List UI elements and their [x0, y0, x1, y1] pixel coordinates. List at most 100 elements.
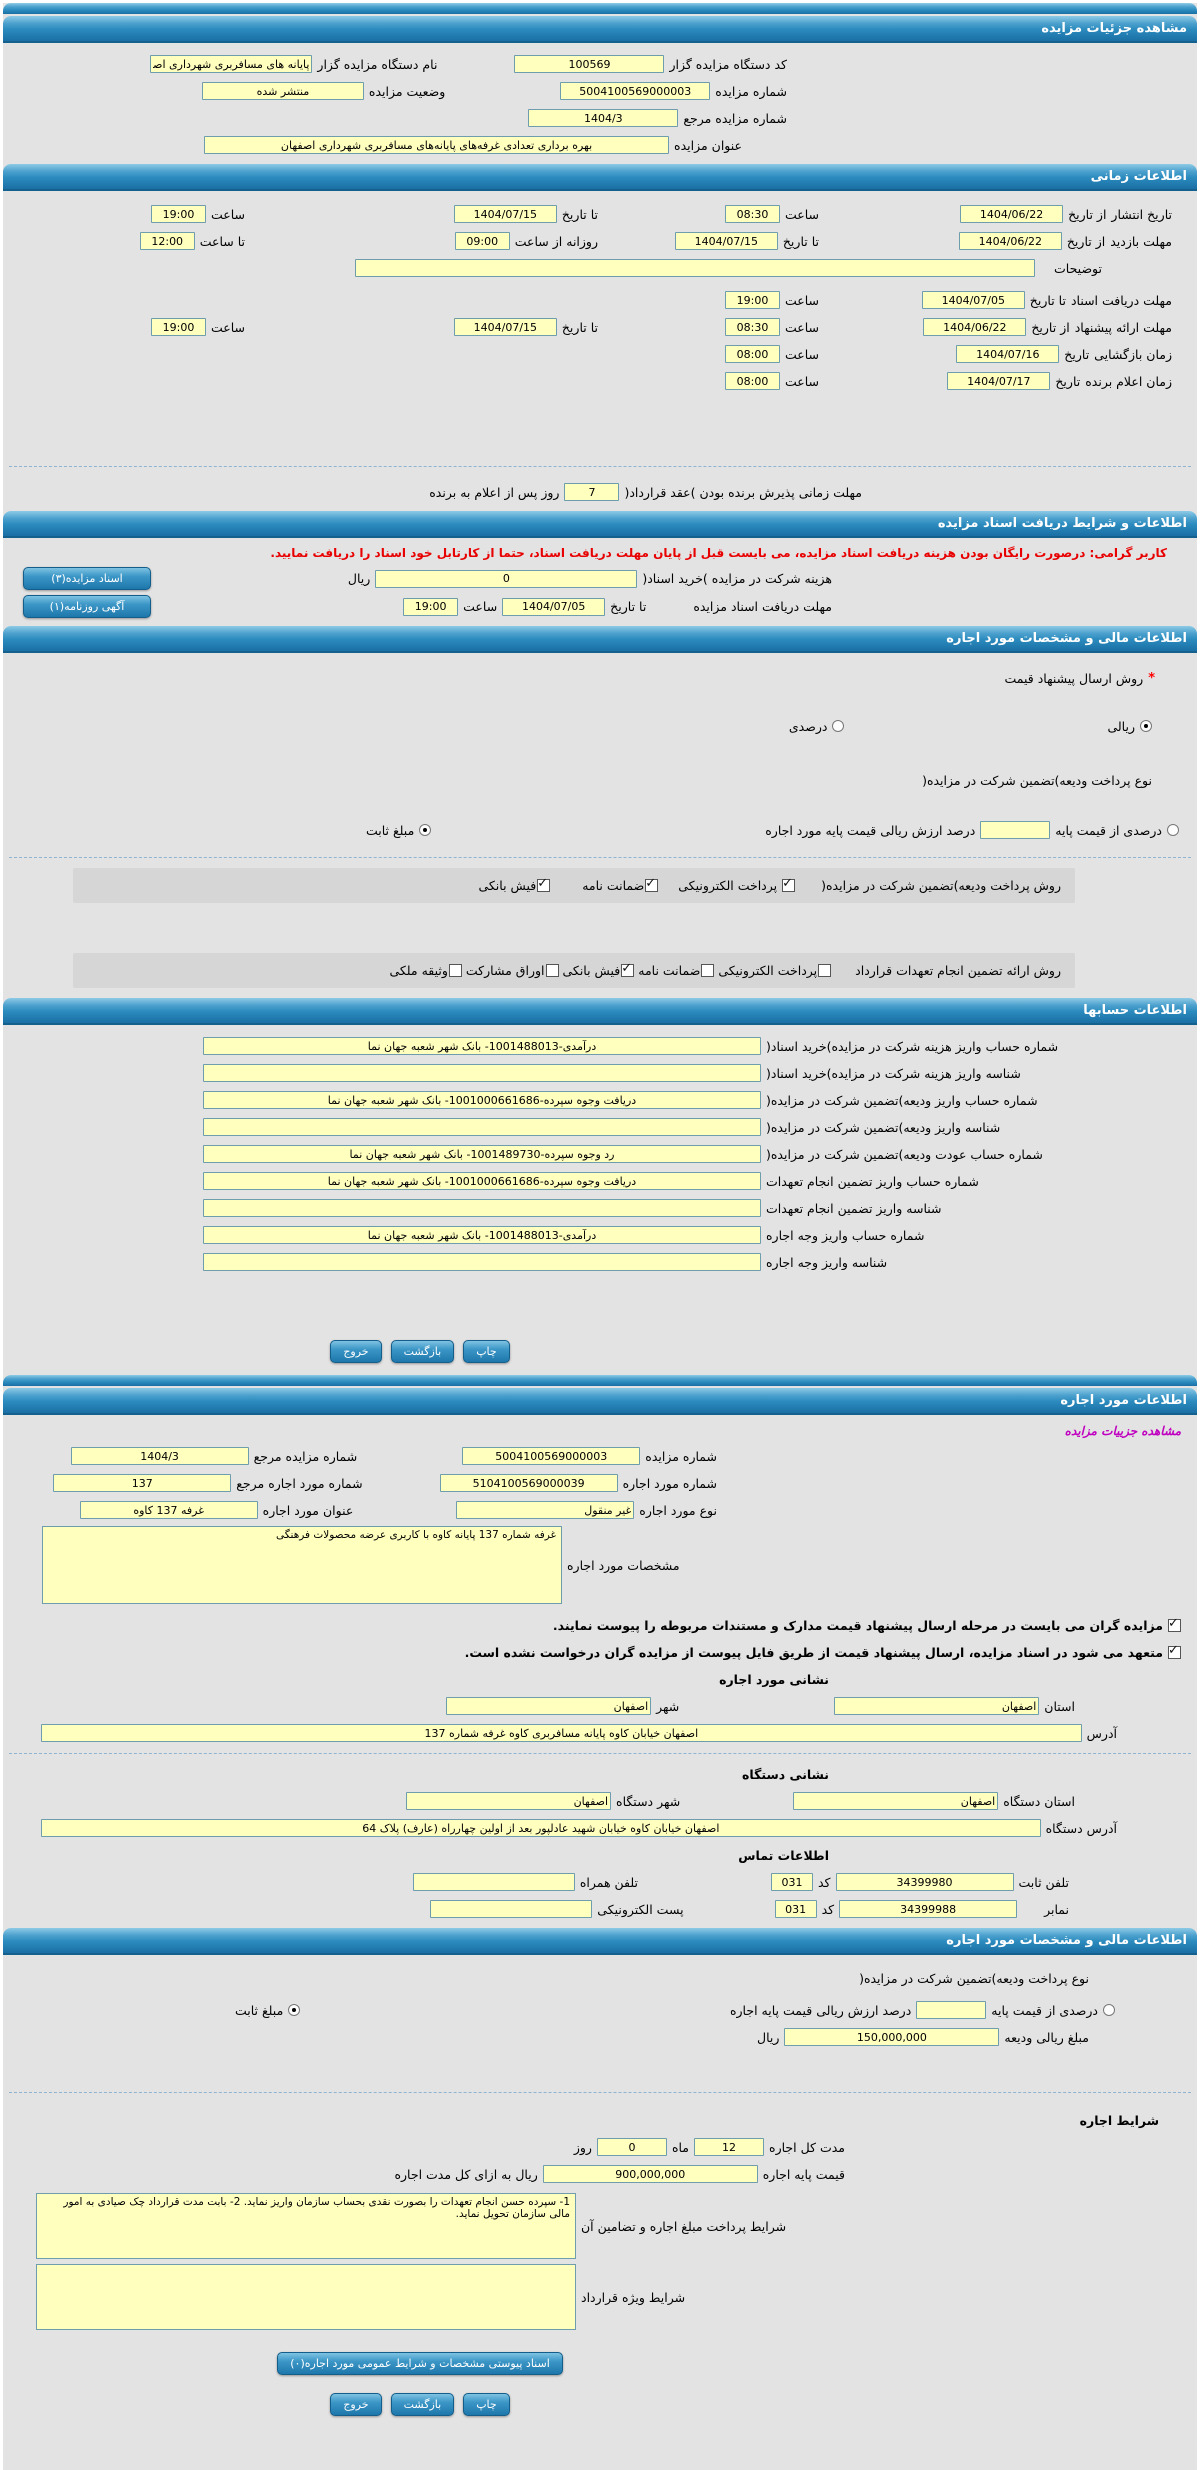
item-ref-input[interactable]: [53, 1474, 232, 1492]
item-title-input[interactable]: [79, 1501, 258, 1519]
publish-from-date-input[interactable]: [960, 205, 1064, 223]
email-input[interactable]: [430, 1900, 593, 1918]
deposit-amount-input[interactable]: [784, 2028, 1000, 2046]
doc-deadline-date-input[interactable]: [921, 291, 1025, 309]
visit-from-date-input[interactable]: [958, 232, 1062, 250]
winner-time-input[interactable]: [724, 372, 780, 390]
rental-auction-number-input[interactable]: [462, 1447, 641, 1465]
offer-to-date-input[interactable]: [453, 318, 557, 336]
reference-number-input[interactable]: [528, 109, 679, 127]
fee-input[interactable]: [375, 569, 638, 588]
actions-row-bottom: چاپ بازگشت خروج: [3, 2393, 837, 2416]
newspaper-ad-button[interactable]: آگهی روزنامه(۱): [23, 595, 151, 618]
back-button[interactable]: بازگشت: [390, 1340, 455, 1363]
row-device-address: آدرس دستگاه: [3, 1817, 1197, 1839]
account-label: شناسه واریز هزینه شرکت در مزایده)خرید اس…: [766, 1065, 1021, 1081]
attached-docs-button[interactable]: اسناد پیوستی مشخصات و شرایط عمومی مورد ا…: [277, 2352, 563, 2375]
device-city-input[interactable]: [406, 1792, 612, 1810]
publish-from-time-input[interactable]: [724, 205, 780, 223]
item-number-input[interactable]: [439, 1474, 618, 1492]
checkbox-g-electronic-payment[interactable]: [818, 964, 832, 977]
percent-base-input[interactable]: [980, 821, 1051, 839]
account-input[interactable]: [203, 1064, 761, 1082]
doc-deadline-time-input[interactable]: [724, 291, 780, 309]
auction-number-input[interactable]: [560, 82, 711, 100]
visit-daily-to-input[interactable]: [139, 232, 195, 250]
actions-row-top: چاپ بازگشت خروج: [3, 1340, 837, 1363]
base-price-input[interactable]: [542, 2165, 758, 2183]
exit-button[interactable]: خروج: [330, 2393, 382, 2416]
winner-date-input[interactable]: [947, 372, 1051, 390]
device-address-input[interactable]: [41, 1819, 1041, 1837]
checkbox-g-property-collateral[interactable]: [448, 964, 462, 977]
address-input[interactable]: [41, 1724, 1082, 1742]
account-input[interactable]: [203, 1091, 761, 1109]
specs-textarea[interactable]: غرفه شماره 137 پایانه کاوه با کاربری عرض…: [42, 1526, 562, 1604]
docs-deadline-date-input[interactable]: [502, 597, 606, 616]
phone-code-input[interactable]: [771, 1873, 813, 1891]
auction-documents-button[interactable]: اسناد مزایده(۳): [23, 567, 151, 590]
checkbox-g-participation-bonds[interactable]: [545, 964, 559, 977]
item-type-input[interactable]: [456, 1501, 635, 1519]
offer-to-time-input[interactable]: [150, 318, 206, 336]
offer-from-date-input[interactable]: [923, 318, 1027, 336]
radio-percent-base-2[interactable]: [1103, 2004, 1115, 2016]
checkbox-g-bank-receipt[interactable]: [621, 961, 635, 977]
print-button[interactable]: چاپ: [463, 2393, 510, 2416]
fax-code-input[interactable]: [774, 1900, 817, 1918]
account-input[interactable]: [203, 1118, 761, 1136]
account-input[interactable]: [203, 1037, 761, 1055]
back-button[interactable]: بازگشت: [390, 2393, 455, 2416]
print-button[interactable]: چاپ: [463, 1340, 510, 1363]
account-input[interactable]: [203, 1226, 761, 1244]
city-input[interactable]: [446, 1697, 652, 1715]
special-terms-textarea[interactable]: [36, 2264, 576, 2330]
duration-days-input[interactable]: [596, 2138, 667, 2156]
offer-from-time-input[interactable]: [724, 318, 780, 336]
visit-to-date-input[interactable]: [674, 232, 778, 250]
rental-auction-ref-input[interactable]: [70, 1447, 249, 1465]
row-pay-terms: شرایط پرداخت مبلغ اجاره و تضامین آن 1- س…: [3, 2193, 1197, 2259]
visit-daily-from-input[interactable]: [454, 232, 510, 250]
radio-fixed-amount[interactable]: [419, 824, 432, 836]
spacer: [3, 397, 1197, 457]
docs-deadline-time-input[interactable]: [403, 597, 459, 616]
radio-fixed-amount-2[interactable]: [288, 2004, 301, 2016]
account-input[interactable]: [203, 1145, 761, 1163]
mobile-label: تلفن همراه: [579, 1874, 638, 1890]
checkbox-attach-docs[interactable]: [1168, 1616, 1181, 1632]
exit-button[interactable]: خروج: [330, 1340, 382, 1363]
checkbox-no-attachment-required[interactable]: [1168, 1643, 1181, 1659]
header-rental-item-title: اطلاعات مورد اجاره: [1060, 1393, 1187, 1408]
fee-unit-label: ریال: [347, 571, 371, 586]
acceptance-days-input[interactable]: [564, 483, 620, 501]
pay-terms-textarea[interactable]: 1- سپرده حسن انجام تعهدات را بصورت نقدی …: [36, 2193, 576, 2259]
opening-date-input[interactable]: [956, 345, 1060, 363]
notes-input[interactable]: [355, 259, 1036, 277]
account-input[interactable]: [203, 1199, 761, 1217]
fax-input[interactable]: [839, 1900, 1018, 1918]
account-input[interactable]: [203, 1253, 761, 1271]
mobile-input[interactable]: [412, 1873, 575, 1891]
checkbox-electronic-payment[interactable]: [782, 876, 796, 892]
subject-input[interactable]: [204, 136, 670, 154]
checkbox-guarantee-letter[interactable]: [645, 876, 659, 892]
opening-time-input[interactable]: [724, 345, 780, 363]
province-input[interactable]: [834, 1697, 1040, 1715]
view-auction-details-link[interactable]: مشاهده جزییات مزایده: [1064, 1424, 1181, 1438]
radio-rial[interactable]: [1140, 720, 1152, 732]
phone-input[interactable]: [835, 1873, 1014, 1891]
device-name-input[interactable]: [150, 55, 313, 73]
checkbox-bank-receipt[interactable]: [537, 876, 551, 892]
device-province-input[interactable]: [793, 1792, 999, 1810]
device-code-input[interactable]: [514, 55, 665, 73]
publish-to-date-input[interactable]: [453, 205, 557, 223]
account-input[interactable]: [203, 1172, 761, 1190]
publish-to-time-input[interactable]: [150, 205, 206, 223]
checkbox-g-guarantee-letter[interactable]: [701, 964, 715, 977]
percent-base-2-input[interactable]: [916, 2001, 987, 2019]
row-visit: مهلت بازدید از تاریخ تا تاریخ روزانه از …: [3, 230, 1197, 252]
radio-percent-base[interactable]: [1167, 824, 1179, 836]
radio-percent[interactable]: [832, 720, 845, 732]
duration-months-input[interactable]: [694, 2138, 765, 2156]
